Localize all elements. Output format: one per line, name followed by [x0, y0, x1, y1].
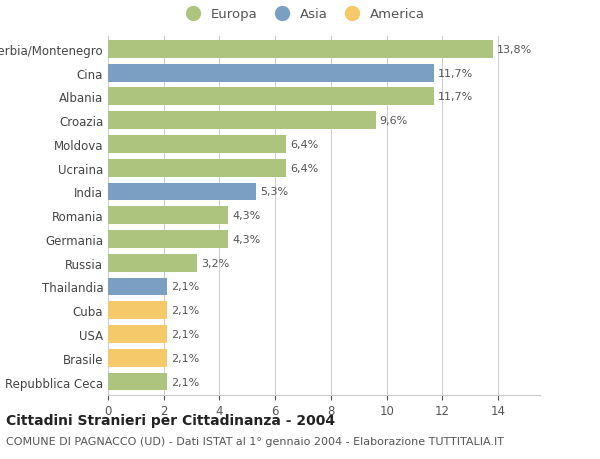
Legend: Europa, Asia, America: Europa, Asia, America — [174, 3, 431, 27]
Bar — [108, 278, 167, 296]
Text: 4,3%: 4,3% — [232, 235, 260, 245]
Text: 6,4%: 6,4% — [290, 163, 319, 174]
Text: 2,1%: 2,1% — [171, 377, 199, 386]
Bar — [108, 373, 167, 391]
Text: 4,3%: 4,3% — [232, 211, 260, 221]
Text: 2,1%: 2,1% — [171, 329, 199, 339]
Text: 11,7%: 11,7% — [438, 92, 473, 102]
Text: 2,1%: 2,1% — [171, 353, 199, 363]
Text: COMUNE DI PAGNACCO (UD) - Dati ISTAT al 1° gennaio 2004 - Elaborazione TUTTITALI: COMUNE DI PAGNACCO (UD) - Dati ISTAT al … — [6, 436, 504, 446]
Text: 3,2%: 3,2% — [202, 258, 230, 268]
Text: 6,4%: 6,4% — [290, 140, 319, 150]
Bar — [108, 112, 376, 130]
Bar — [108, 65, 434, 82]
Bar — [108, 254, 197, 272]
Bar — [108, 230, 228, 248]
Text: 2,1%: 2,1% — [171, 306, 199, 315]
Bar — [108, 136, 286, 153]
Bar — [108, 207, 228, 224]
Bar — [108, 349, 167, 367]
Bar — [108, 325, 167, 343]
Bar — [108, 302, 167, 319]
Bar — [108, 183, 256, 201]
Bar — [108, 159, 286, 177]
Bar — [108, 41, 493, 59]
Text: 11,7%: 11,7% — [438, 68, 473, 78]
Text: 13,8%: 13,8% — [497, 45, 532, 55]
Text: 2,1%: 2,1% — [171, 282, 199, 292]
Bar — [108, 88, 434, 106]
Text: Cittadini Stranieri per Cittadinanza - 2004: Cittadini Stranieri per Cittadinanza - 2… — [6, 413, 335, 427]
Text: 5,3%: 5,3% — [260, 187, 288, 197]
Text: 9,6%: 9,6% — [380, 116, 408, 126]
